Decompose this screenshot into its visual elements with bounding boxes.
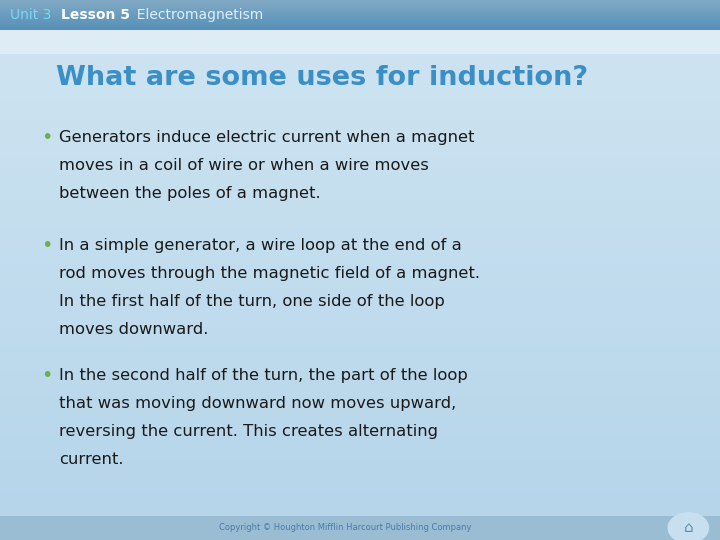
Text: moves in a coil of wire or when a wire moves: moves in a coil of wire or when a wire m… xyxy=(59,158,429,173)
Text: In the second half of the turn, the part of the loop: In the second half of the turn, the part… xyxy=(59,368,468,383)
Text: between the poles of a magnet.: between the poles of a magnet. xyxy=(59,186,320,201)
Text: that was moving downward now moves upward,: that was moving downward now moves upwar… xyxy=(59,396,456,411)
Circle shape xyxy=(668,513,708,540)
Text: moves downward.: moves downward. xyxy=(59,322,208,338)
Text: In the first half of the turn, one side of the loop: In the first half of the turn, one side … xyxy=(59,294,445,309)
Text: reversing the current. This creates alternating: reversing the current. This creates alte… xyxy=(59,424,438,439)
Text: ⌂: ⌂ xyxy=(683,521,693,535)
Text: Copyright © Houghton Mifflin Harcourt Publishing Company: Copyright © Houghton Mifflin Harcourt Pu… xyxy=(220,523,472,532)
Text: Unit 3: Unit 3 xyxy=(10,8,56,22)
Bar xyxy=(0,0,720,30)
Text: Lesson 5: Lesson 5 xyxy=(61,8,130,22)
Text: •: • xyxy=(41,366,53,385)
Bar xyxy=(0,0,720,54)
Text: rod moves through the magnetic field of a magnet.: rod moves through the magnetic field of … xyxy=(59,266,480,281)
Text: What are some uses for induction?: What are some uses for induction? xyxy=(56,65,588,91)
Text: •: • xyxy=(41,236,53,255)
Text: Electromagnetism: Electromagnetism xyxy=(128,8,264,22)
Text: •: • xyxy=(41,128,53,147)
Bar xyxy=(0,516,720,540)
Text: In a simple generator, a wire loop at the end of a: In a simple generator, a wire loop at th… xyxy=(59,238,462,253)
Text: current.: current. xyxy=(59,452,124,467)
Text: Generators induce electric current when a magnet: Generators induce electric current when … xyxy=(59,130,474,145)
